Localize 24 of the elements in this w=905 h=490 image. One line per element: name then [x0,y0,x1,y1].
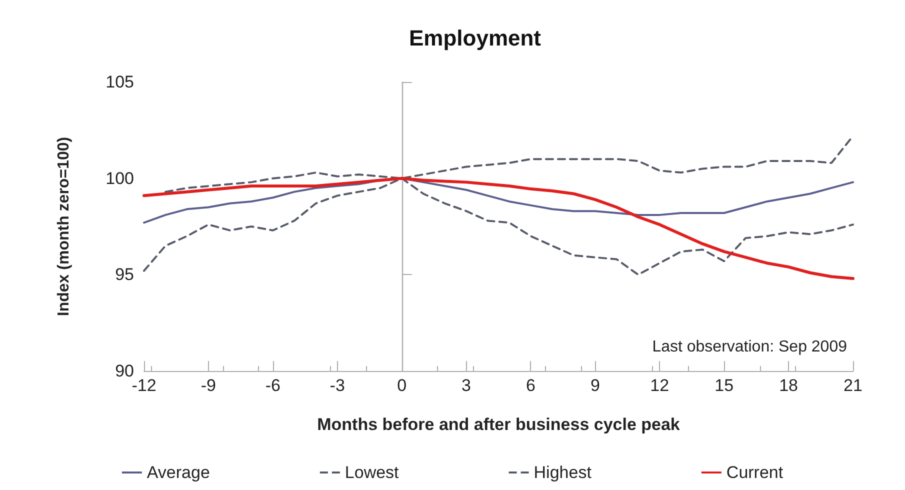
x-tick-label: 12 [650,376,670,395]
chart-title: Employment [408,26,542,50]
x-axis-title: Months before and after business cycle peak [317,415,680,434]
y-tick-label: 100 [106,168,134,188]
y-axis-title: Index (month zero=100) [56,136,72,316]
x-tick-label: 21 [844,376,862,395]
x-tick-label: 18 [779,376,798,395]
legend-label: Average [146,463,210,482]
x-tick-label: 0 [397,376,407,395]
x-tick-label: 3 [462,376,472,395]
legend-label: Lowest [344,463,400,482]
x-tick-label: 9 [590,376,600,395]
x-tick-label: -3 [330,376,345,395]
y-tick-label: 105 [106,72,134,92]
y-tick-label: 95 [115,265,134,284]
legend-label: Current [726,463,784,482]
annotation: Last observation: Sep 2009 [652,338,848,356]
legend-label: Highest [534,463,592,482]
x-tick-label: -12 [132,376,156,395]
x-tick-label: 15 [714,376,734,395]
x-tick-label: -9 [200,376,216,395]
y-tick-label: 90 [115,362,134,380]
x-tick-label: -6 [265,376,280,395]
x-tick-label: 6 [526,376,536,395]
